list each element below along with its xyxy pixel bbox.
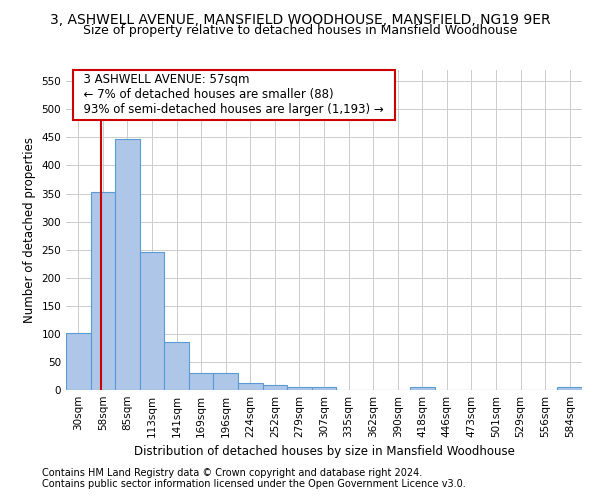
- Text: 3, ASHWELL AVENUE, MANSFIELD WOODHOUSE, MANSFIELD, NG19 9ER: 3, ASHWELL AVENUE, MANSFIELD WOODHOUSE, …: [50, 12, 550, 26]
- Bar: [557, 387, 582, 390]
- Bar: [115, 139, 140, 390]
- Text: Contains public sector information licensed under the Open Government Licence v3: Contains public sector information licen…: [42, 479, 466, 489]
- Y-axis label: Number of detached properties: Number of detached properties: [23, 137, 36, 323]
- Bar: [410, 387, 434, 390]
- Bar: [91, 192, 115, 390]
- Bar: [214, 373, 238, 390]
- Bar: [140, 252, 164, 390]
- Bar: [287, 387, 312, 390]
- Bar: [164, 342, 189, 390]
- Text: 3 ASHWELL AVENUE: 57sqm  
  ← 7% of detached houses are smaller (88)  
  93% of : 3 ASHWELL AVENUE: 57sqm ← 7% of detached…: [76, 73, 392, 116]
- Bar: [263, 385, 287, 390]
- Bar: [66, 332, 91, 390]
- Text: Contains HM Land Registry data © Crown copyright and database right 2024.: Contains HM Land Registry data © Crown c…: [42, 468, 422, 477]
- X-axis label: Distribution of detached houses by size in Mansfield Woodhouse: Distribution of detached houses by size …: [134, 446, 514, 458]
- Bar: [312, 387, 336, 390]
- Bar: [189, 373, 214, 390]
- Bar: [238, 382, 263, 390]
- Text: Size of property relative to detached houses in Mansfield Woodhouse: Size of property relative to detached ho…: [83, 24, 517, 37]
